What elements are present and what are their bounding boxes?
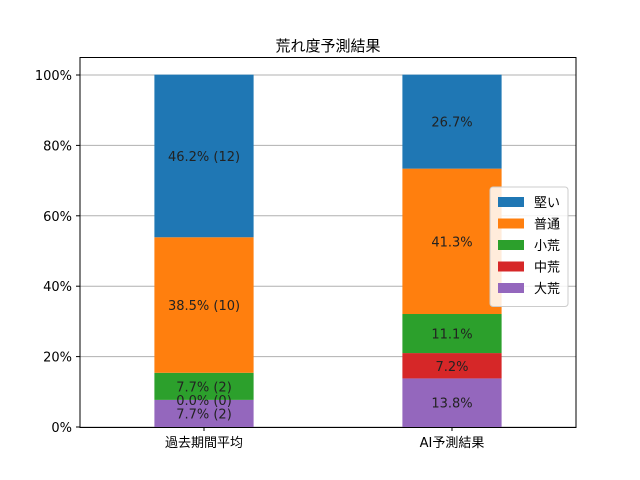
plot-frame [79, 57, 577, 428]
x-axis: 過去期間平均 AI予測結果 [165, 427, 484, 451]
data-label: 26.7% [431, 116, 472, 131]
bar-segment [154, 372, 254, 400]
legend-label: 堅い [534, 196, 560, 211]
data-label: 7.7% (2) [176, 407, 232, 422]
legend-swatch [498, 197, 524, 207]
data-label: 7.2% [435, 360, 468, 375]
bar-segment [154, 74, 254, 238]
y-tick-label: 0% [51, 421, 72, 436]
data-label: 46.2% (12) [168, 150, 240, 165]
data-label: 7.7% (2) [176, 380, 232, 395]
data-label: 38.5% (10) [168, 299, 240, 314]
bar-segment [402, 314, 502, 354]
y-tick-label: 80% [43, 139, 72, 154]
bar-segment [402, 378, 502, 427]
bar-segment [154, 237, 254, 373]
bar-segment [402, 74, 502, 169]
data-label: 13.8% [431, 397, 472, 412]
data-label: 41.3% [431, 235, 472, 250]
data-label: 0.0% (0) [176, 394, 232, 409]
legend-swatch [498, 218, 524, 229]
chart-title: 荒れ度予測結果 [275, 37, 380, 55]
legend-box [489, 186, 569, 307]
bar-segment [402, 168, 502, 315]
legend-label: 小荒 [534, 239, 560, 254]
legend-swatch [498, 261, 524, 272]
y-tick-label: 40% [43, 280, 72, 295]
data-label: 11.1% [431, 328, 472, 343]
legend-label: 普通 [534, 218, 560, 233]
legend-label: 大荒 [534, 282, 560, 297]
y-axis: 0% 20% 40% 60% 80% 100% [35, 69, 80, 436]
y-tick-label: 60% [43, 210, 72, 225]
y-tick-label: 20% [43, 351, 72, 366]
bar-segment [154, 399, 254, 427]
segment-labels: 7.7% (2)0.0% (0)7.7% (2) 38.5% (10) 46.2% … [168, 116, 473, 423]
x-tick-label: 過去期間平均 [165, 436, 243, 451]
bar-segment [402, 353, 502, 379]
legend-label: 中荒 [534, 261, 560, 276]
legend-swatch [498, 283, 524, 293]
y-tick-label: 100% [35, 69, 72, 84]
bars [154, 74, 502, 427]
legend-swatch [498, 240, 524, 250]
x-tick-label: AI予測結果 [420, 436, 485, 451]
